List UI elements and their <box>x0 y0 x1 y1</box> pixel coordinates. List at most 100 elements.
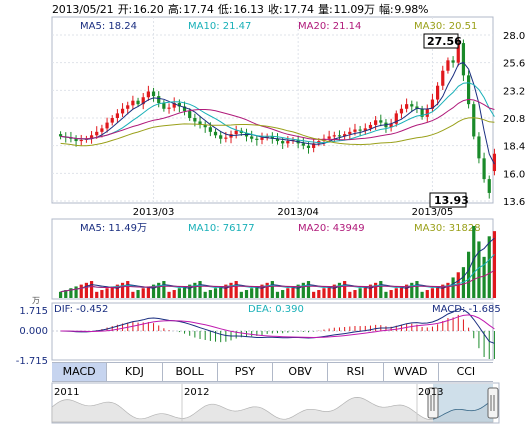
navigator-selection[interactable] <box>433 384 493 422</box>
candle-body <box>477 136 481 159</box>
candle-body <box>420 108 424 117</box>
tab-kdj[interactable]: KDJ <box>107 363 163 381</box>
candle-body <box>177 103 181 107</box>
dif-line <box>60 308 495 344</box>
macd-label: MACD: -1.685 <box>432 304 501 315</box>
candle-body <box>306 145 311 148</box>
quote-header: 2013/05/21 开:16.20 高:17.74 低:16.13 收:17.… <box>52 1 429 16</box>
candle-body <box>110 118 114 123</box>
ma5-legend: MA5: 18.24 <box>80 21 137 32</box>
candle-body <box>157 96 161 104</box>
volume-bar <box>487 236 491 298</box>
vol-ma30-legend: MA30: 31828 <box>414 223 481 234</box>
vol-ma5-legend: MA5: 11.49万 <box>80 223 147 234</box>
candle-body <box>399 108 404 114</box>
tab-rsi[interactable]: RSI <box>328 363 384 381</box>
volume-bar <box>430 288 435 298</box>
min-price-label: 13.93 <box>434 194 469 207</box>
price-ma-legend: MA5: 18.24 MA10: 21.47 MA20: 21.14 MA30:… <box>80 21 477 32</box>
high-value: 17.74 <box>183 3 214 16</box>
navigator-selection-series <box>432 399 494 420</box>
volume-bar <box>146 286 150 298</box>
candle-body <box>105 122 109 129</box>
candle-body <box>141 97 145 105</box>
volume-bar <box>84 282 89 298</box>
candle-body <box>286 141 290 144</box>
volume-bar <box>213 288 218 298</box>
candle-body <box>405 104 409 109</box>
nav-year-2013: 2013 <box>418 387 443 398</box>
open-label: 开: <box>117 3 133 16</box>
candle-body <box>167 107 171 109</box>
candle-body <box>198 121 202 125</box>
quote-date: 2013/05/21 <box>52 3 114 16</box>
volume-label: 量: <box>318 3 333 16</box>
candle-body <box>461 43 466 76</box>
candle-body <box>79 139 83 142</box>
low-value: 16.13 <box>233 3 264 16</box>
volume-bar <box>95 291 99 298</box>
candle-body <box>487 179 491 193</box>
volume-bar <box>286 288 290 298</box>
close-label: 收: <box>268 3 283 16</box>
candle-body <box>425 108 429 117</box>
candle-body <box>430 99 435 109</box>
volume-bar <box>224 284 228 298</box>
volume-bar <box>322 288 326 298</box>
volume-bar <box>234 281 238 298</box>
candle-body <box>58 134 63 137</box>
volume-bar <box>250 288 254 298</box>
volume-bar <box>208 290 212 298</box>
ma30-line <box>60 117 495 147</box>
volume-bar <box>332 284 336 298</box>
volume-bar <box>477 241 481 298</box>
volume-bar <box>188 284 192 298</box>
candle-body <box>213 131 218 136</box>
low-label: 低: <box>217 3 233 16</box>
candle-body <box>115 113 119 118</box>
candle-body <box>136 100 140 105</box>
ma20-legend: MA20: 21.14 <box>298 21 361 32</box>
tab-boll[interactable]: BOLL <box>163 363 218 381</box>
indicator-tabs: MACD KDJ BOLL PSY OBV RSI WVAD CCI <box>52 362 493 382</box>
volume-unit: 万 <box>32 296 40 305</box>
price-axis-ticks: 28.0 25.6 23.2 20.8 18.4 16.0 13.6 <box>503 31 525 208</box>
dea-line <box>60 314 495 339</box>
candle-body <box>368 124 373 129</box>
max-price-box <box>423 33 459 49</box>
ma10-legend: MA10: 21.47 <box>188 21 251 32</box>
volume-bar <box>182 286 187 298</box>
vol-ma5-line <box>60 237 495 293</box>
price-tick: 16.0 <box>503 169 525 180</box>
volume-bar <box>120 282 125 298</box>
candle-body <box>151 91 156 97</box>
ma30-legend: MA30: 20.51 <box>414 21 477 32</box>
tab-obv[interactable]: OBV <box>273 363 329 381</box>
vol-ma20-line <box>60 269 495 293</box>
volume-bar <box>58 291 63 298</box>
candle-body <box>146 91 150 98</box>
volume-bar <box>466 251 471 298</box>
candle-body <box>208 127 212 132</box>
volume-bar <box>348 291 352 298</box>
candle-body <box>451 60 455 63</box>
volume-bar <box>420 291 424 298</box>
navigator-right-handle[interactable] <box>487 387 499 419</box>
nav-year-2011: 2011 <box>54 387 79 398</box>
tab-macd[interactable]: MACD <box>52 363 108 381</box>
tab-wvad[interactable]: WVAD <box>384 363 439 381</box>
tab-psy[interactable]: PSY <box>218 363 273 381</box>
tab-cci[interactable]: CCI <box>456 365 476 378</box>
volume-bar <box>265 282 269 298</box>
candle-body <box>353 129 357 132</box>
volume-bar <box>229 282 233 298</box>
date-tick: 2013/03 <box>133 207 175 218</box>
candle-body <box>446 60 450 71</box>
volume-bar <box>415 281 419 298</box>
volume-bar <box>239 291 243 298</box>
candle-body <box>379 120 383 123</box>
candle-body <box>219 135 223 139</box>
volume-bar <box>379 281 383 298</box>
candle-body <box>374 120 378 125</box>
candle-body <box>182 106 187 112</box>
